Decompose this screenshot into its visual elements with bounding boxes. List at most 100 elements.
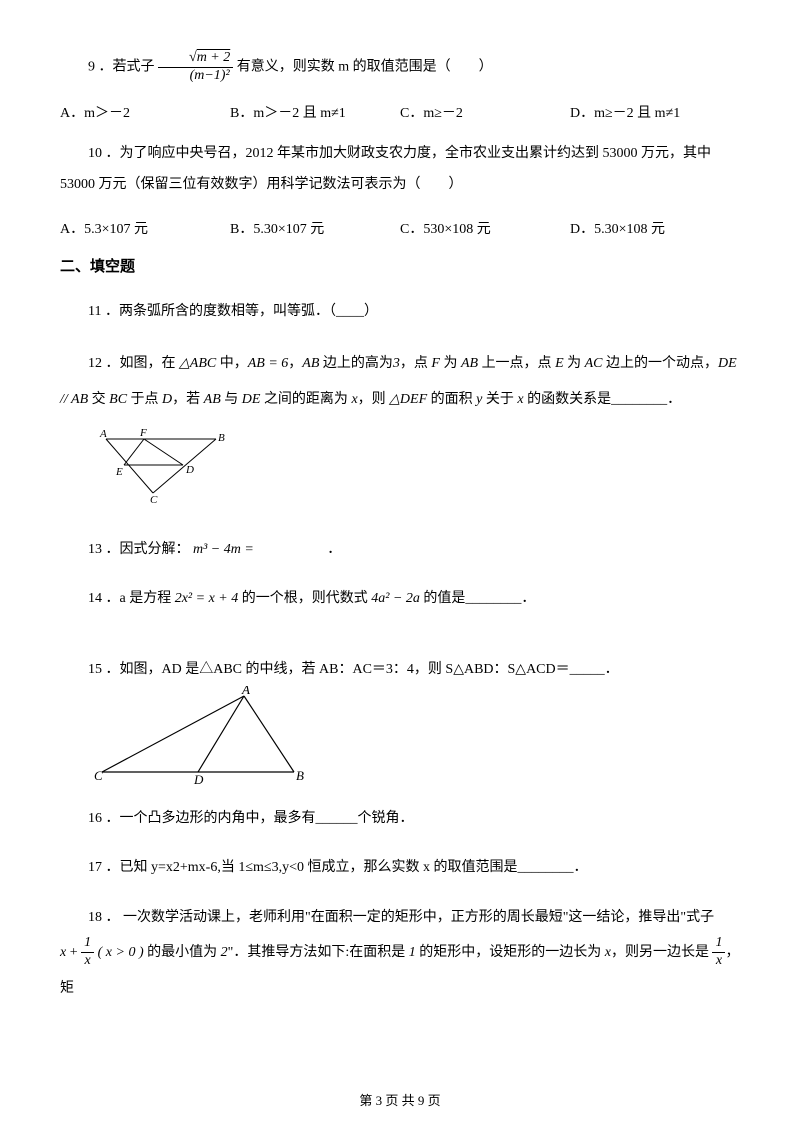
question-9: 9 ．若式子 √m + 2 (m−1)² 有意义，则实数 m 的取值范围是（ ） — [60, 50, 740, 85]
q12-fig-d: D — [185, 464, 194, 476]
question-16: 16 ．一个凸多边形的内角中，最多有______个锐角． — [60, 804, 740, 835]
page-footer: 第 3 页 共 9 页 — [0, 1091, 800, 1112]
q12-t3: ， — [288, 356, 302, 371]
section-2-title: 二、填空题 — [60, 255, 740, 279]
q18-t4: 的矩形中，设矩形的一边长为 — [416, 945, 605, 960]
q18-two: 2 — [221, 945, 228, 960]
q9-radicand: m + 2 — [197, 50, 231, 65]
q18-frac1: 1x — [81, 935, 94, 970]
q12-ab2: AB — [461, 356, 478, 371]
q12-t13: 与 — [221, 392, 242, 407]
q14-num: 14 — [88, 591, 102, 606]
question-10: 10 ．为了响应中央号召，2012 年某市加大财政支农力度，全市农业支出累计约达… — [60, 139, 740, 201]
q12-t1: ．如图，在 — [106, 356, 180, 371]
q9-num: 9 — [88, 60, 95, 75]
q14-post: 的值是________． — [423, 591, 535, 606]
q18-t3: "．其推导方法如下:在面积是 — [228, 945, 409, 960]
q15-text: 15 ．如图，AD 是△ABC 的中线，若 AB：AC＝3：4，则 S△ABD：… — [60, 655, 740, 786]
question-13: 13 ．因式分解： m³ − 4m = ． — [60, 535, 740, 566]
q18-line2: x + 1x ( x > 0 ) 的最小值为 2"．其推导方法如下:在面积是 1… — [60, 935, 740, 1008]
q15-fig-b: B — [296, 768, 304, 783]
q10-opt-b: B．5.30×107 元 — [230, 219, 400, 241]
q12-t17: 关于 — [482, 392, 517, 407]
q15-figure: A C D B — [66, 686, 314, 786]
q9-post: 有意义，则实数 m 的取值范围是（ ） — [237, 60, 493, 75]
q12-t12: ，若 — [172, 392, 204, 407]
q12-t7: 上一点，点 — [478, 356, 555, 371]
q12-ac: AC — [585, 356, 603, 371]
q12-fig-e: E — [115, 466, 123, 478]
q15-body: ．如图，AD 是△ABC 的中线，若 AB：AC＝3：4，则 S△ABD：S△A… — [106, 662, 619, 677]
q9-opt-b: B．m＞－2 且 m≠1 — [230, 103, 400, 125]
q18-plus: + — [66, 945, 81, 960]
q14-mid: 的一个根，则代数式 — [242, 591, 372, 606]
q11-num: 11 — [88, 304, 101, 319]
q12-num: 12 — [88, 356, 102, 371]
q12-t4: 边上的高为 — [319, 356, 393, 371]
q18-f1n: 1 — [81, 935, 94, 953]
q10-opt-a: A．5.3×107 元 — [60, 219, 230, 241]
q12-eq1: AB = 6 — [248, 356, 289, 371]
q15-num: 15 — [88, 662, 102, 677]
q12-text: 12 ．如图，在 △ABC 中，AB = 6，AB 边上的高为3，点 F 为 A… — [60, 346, 740, 419]
q13-num: 13 — [88, 542, 102, 557]
q12-t6: 为 — [440, 356, 461, 371]
q15-svg: A C D B — [94, 686, 314, 786]
q12-d: D — [162, 392, 172, 407]
question-12: 12 ．如图，在 △ABC 中，AB = 6，AB 边上的高为3，点 F 为 A… — [60, 346, 740, 518]
q18-num: 18 — [88, 910, 102, 925]
q9-opt-d: D．m≥－2 且 m≠1 — [570, 103, 740, 125]
q10-text: 10 ．为了响应中央号召，2012 年某市加大财政支农力度，全市农业支出累计约达… — [60, 139, 740, 201]
q12-t18: 的函数关系是________． — [524, 392, 682, 407]
q15-fig-a: A — [241, 686, 250, 697]
q12-bc: BC — [109, 392, 127, 407]
q12-fig-b: B — [218, 432, 225, 444]
q9-frac-num: √m + 2 — [158, 50, 233, 68]
q14-eq2: 4a² − 2a — [371, 591, 420, 606]
q10-body: ．为了响应中央号召，2012 年某市加大财政支农力度，全市农业支出累计约达到 5… — [60, 146, 711, 192]
q12-ab: AB — [302, 356, 319, 371]
q18-frac2: 1x — [712, 935, 725, 970]
q15-fig-c: C — [94, 768, 103, 783]
q18-one: 1 — [409, 945, 416, 960]
q18-t1: ． 一次数学活动课上，老师利用"在面积一定的矩形中，正方形的周长最短"这一结论，… — [106, 910, 715, 925]
q14-pre: ．a 是方程 — [106, 591, 175, 606]
question-18: 18 ． 一次数学活动课上，老师利用"在面积一定的矩形中，正方形的周长最短"这一… — [60, 901, 740, 1007]
q10-options: A．5.3×107 元 B．5.30×107 元 C．530×108 元 D．5… — [60, 219, 740, 241]
q15-fig-d: D — [193, 772, 204, 786]
q17-body: ．已知 y=x2+mx-6,当 1≤m≤3,y<0 恒成立，那么实数 x 的取值… — [106, 860, 588, 875]
q17-num: 17 — [88, 860, 102, 875]
q18-f2n: 1 — [712, 935, 725, 953]
question-14: 14 ．a 是方程 2x² = x + 4 的一个根，则代数式 4a² − 2a… — [60, 584, 740, 615]
q9-pre: ．若式子 — [99, 60, 155, 75]
q18-t2: 的最小值为 — [147, 945, 221, 960]
question-17: 17 ．已知 y=x2+mx-6,当 1≤m≤3,y<0 恒成立，那么实数 x … — [60, 853, 740, 884]
q9-opt-c: C．m≥－2 — [400, 103, 570, 125]
q13-text: 13 ．因式分解： m³ − 4m = ． — [60, 535, 740, 566]
q18-t5: ，则另一边长是 — [611, 945, 713, 960]
q12-3: 3 — [393, 356, 400, 371]
q17-text: 17 ．已知 y=x2+mx-6,当 1≤m≤3,y<0 恒成立，那么实数 x … — [60, 853, 740, 884]
q11-text: 11 ．两条弧所含的度数相等，叫等弧．（____） — [60, 297, 740, 328]
q14-eq1: 2x² = x + 4 — [175, 591, 239, 606]
q12-fig-c: C — [150, 494, 158, 505]
q12-fig-a: A — [99, 428, 107, 440]
q12-t11: 于点 — [127, 392, 162, 407]
q10-opt-c: C．530×108 元 — [400, 219, 570, 241]
q9-opt-a: A．m＞－2 — [60, 103, 230, 125]
q12-t2: 中， — [216, 356, 248, 371]
q18-f1d: x — [81, 953, 94, 970]
q18-cond: ( x > 0 ) — [98, 945, 144, 960]
question-11: 11 ．两条弧所含的度数相等，叫等弧．（____） — [60, 297, 740, 328]
q12-t10: 交 — [88, 392, 109, 407]
q11-body: ．两条弧所含的度数相等，叫等弧．（____） — [105, 304, 378, 319]
q9-text: 9 ．若式子 √m + 2 (m−1)² 有意义，则实数 m 的取值范围是（ ） — [60, 50, 740, 85]
q12-de2: DE — [242, 392, 261, 407]
q13-post: ． — [257, 542, 341, 557]
q10-opt-d: D．5.30×108 元 — [570, 219, 740, 241]
question-15: 15 ．如图，AD 是△ABC 的中线，若 AB：AC＝3：4，则 S△ABD：… — [60, 655, 740, 786]
q12-t16: 的面积 — [427, 392, 476, 407]
q18-line1: 18 ． 一次数学活动课上，老师利用"在面积一定的矩形中，正方形的周长最短"这一… — [60, 901, 740, 935]
q13-pre: ．因式分解： — [106, 542, 190, 557]
q12-f: F — [431, 356, 440, 371]
